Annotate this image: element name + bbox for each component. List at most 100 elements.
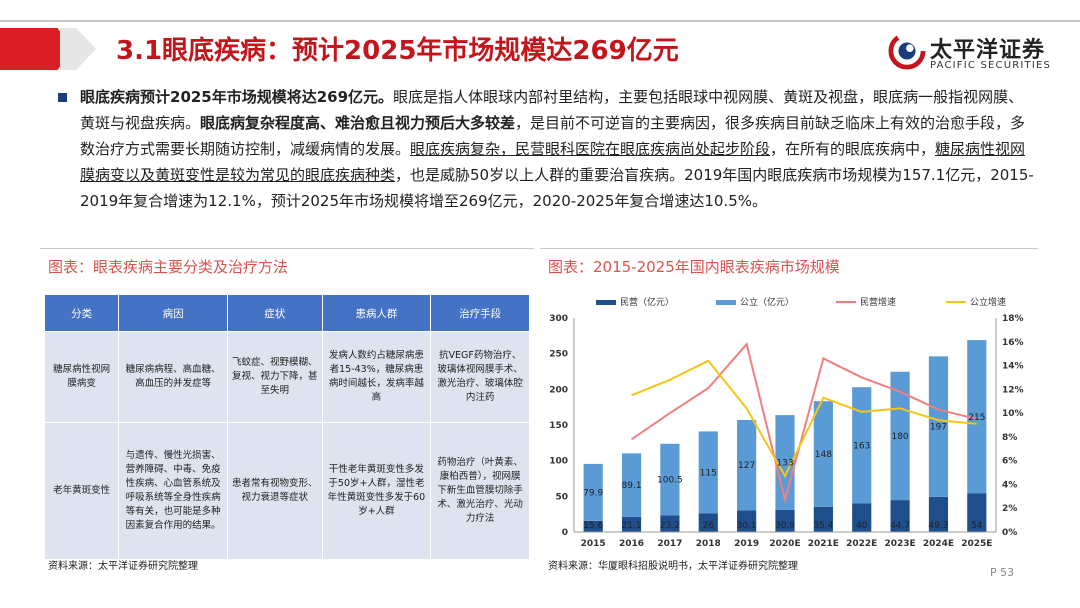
left-tick-label: 200: [549, 385, 568, 395]
left-tick-label: 100: [549, 457, 568, 467]
x-tick-label: 2019: [734, 539, 759, 549]
bar-private: [660, 515, 680, 532]
x-tick-label: 2018: [696, 539, 721, 549]
left-axis: 0 50 100 150 200 250 300: [549, 314, 575, 538]
bar-public: [737, 419, 757, 511]
bar-public: [698, 431, 718, 514]
right-panel-divider: [540, 248, 1038, 249]
right-axis: 0% 2% 4% 6% 8% 10% 12% 14% 16% 18%: [995, 314, 1024, 538]
data-label-private: 21.1: [622, 521, 642, 531]
data-label-private: 15.6: [583, 521, 603, 531]
bar-public: [660, 443, 680, 516]
data-label-private: 35.4: [813, 521, 833, 531]
bullet-square: [58, 93, 67, 102]
bar-private: [775, 509, 795, 532]
bar-public: [967, 340, 987, 494]
chart-legend: 民营（亿元） 公立（亿元） 民营增速 公立增速: [596, 296, 1006, 308]
right-tick-label: 6%: [1002, 457, 1017, 467]
bar-public: [775, 415, 795, 510]
line-group: [630, 342, 978, 504]
left-panel-divider: [40, 248, 534, 249]
data-label-public: 133: [776, 459, 793, 469]
data-label-private: 26: [703, 521, 715, 531]
table-row: 糖尿病性视网膜病变 糖尿病病程、高血糖、高血压的并发症等 飞蚊症、视野模糊、复视…: [43, 331, 530, 423]
para-underline-2: 糖尿病性视网膜病变以及黄斑变性是较为常见的眼底疾病种类: [80, 140, 1026, 184]
table-cell: 与遗传、慢性光损害、营养障碍、中毒、免疫性疾病、心血管系统及呼吸系统等全身性疾病…: [118, 422, 228, 560]
table-cell: 发病人数约占糖尿病患者15-43%，糖尿病患病时间越长，发病率越高: [321, 331, 432, 423]
right-tick-label: 2%: [1002, 504, 1017, 514]
legend-label: 民营（亿元）: [620, 296, 674, 308]
data-label-public: 197: [930, 423, 947, 433]
data-label-private: 30.9: [775, 521, 795, 531]
bar-public: [890, 371, 910, 501]
left-tick-label: 50: [555, 492, 568, 502]
logo-text-cn: 太平洋证券: [930, 38, 1046, 63]
logo-mark-icon: [888, 32, 926, 70]
legend-label: 民营增速: [860, 296, 896, 308]
data-label-private: 49.3: [928, 521, 948, 531]
bar-private: [852, 503, 872, 532]
data-label-public: 127: [738, 461, 755, 471]
right-tick-label: 10%: [1002, 409, 1024, 419]
x-axis: 2015 2016 2017 2018 2019 2020E 2021E 2022E 2023E…: [574, 531, 996, 549]
bar-public: [621, 453, 642, 517]
para-emphasis: 眼底病复杂程度高、难治愈且视力预后大多较差: [200, 114, 516, 132]
right-tick-label: 18%: [1002, 314, 1024, 324]
bar-public: [813, 401, 833, 507]
x-tick-label: 2017: [657, 539, 682, 549]
left-tick-label: 250: [549, 350, 568, 360]
legend-swatch: [596, 300, 616, 305]
data-label-private: 30.1: [737, 521, 757, 531]
right-tick-label: 16%: [1002, 338, 1024, 348]
right-source-note: 资料来源：华厦眼科招股说明书，太平洋证券研究院整理: [548, 561, 798, 572]
right-tick-label: 8%: [1002, 433, 1017, 443]
x-tick-label: 2020E: [769, 539, 800, 549]
bar-private: [737, 510, 757, 532]
page-title: 3.1眼底疾病：预计2025年市场规模达269亿元: [116, 36, 679, 66]
left-tick-label: 150: [549, 421, 568, 431]
data-label-public: 180: [891, 432, 908, 442]
table-cell: 抗VEGF药物治疗、玻璃体视网膜手术、激光治疗、玻璃体腔内注药: [430, 331, 530, 423]
bar-group: [583, 340, 987, 532]
legend-label: 公立增速: [970, 296, 1006, 308]
market-size-chart: 民营（亿元） 公立（亿元） 民营增速 公立增速 050100150200250300 …: [549, 296, 1024, 549]
data-label-public: 148: [815, 450, 832, 460]
left-source-note: 资料来源：太平洋证券研究院整理: [48, 561, 198, 572]
table-cell: 干性老年黄斑变性多发于50岁+人群，湿性老年性黄斑变性多发于60岁+人群: [321, 422, 432, 560]
table-cell: 患者常有视物变形、视力衰退等症状: [227, 422, 323, 560]
data-label-private: 54: [971, 521, 983, 531]
right-tick-label: 14%: [1002, 362, 1024, 372]
data-label-private: 40: [856, 521, 868, 531]
table-header-cell: 治疗手段: [430, 294, 530, 332]
bar-private: [813, 506, 833, 532]
line-public-growth: [631, 359, 977, 479]
table-row: 老年黄斑变性 与遗传、慢性光损害、营养障碍、中毒、免疫性疾病、心血管系统及呼吸系…: [43, 422, 530, 560]
x-tick-label: 2025E: [961, 539, 992, 549]
para-lead: 眼底疾病预计2025年市场规模将达269亿元。: [80, 88, 394, 106]
left-panel-title: 图表：眼表疾病主要分类及治疗方法: [48, 258, 289, 276]
data-label-public: 215: [968, 413, 985, 423]
table-header-cell: 症状: [227, 294, 323, 332]
x-tick-label: 2015: [581, 539, 606, 549]
x-tick-label: 2022E: [846, 539, 877, 549]
body-paragraph: 眼底疾病预计2025年市场规模将达269亿元。眼底是指人体眼球内部衬里结构，主要…: [56, 84, 1036, 214]
data-label-private: 23.2: [660, 521, 680, 531]
bar-private: [583, 520, 603, 532]
bar-public: [852, 387, 872, 504]
table-header-cell: 患病人群: [321, 294, 432, 332]
data-label-private: 44.7: [890, 521, 910, 531]
x-tick-label: 2016: [619, 539, 644, 549]
right-tick-label: 4%: [1002, 480, 1017, 490]
x-tick-label: 2021E: [808, 539, 839, 549]
x-tick-label: 2024E: [923, 539, 954, 549]
para-underline-1: 眼底疾病复杂，民营眼科医院在眼底疾病尚处起步阶段: [410, 140, 771, 158]
bar-private: [967, 493, 987, 532]
bar-public: [583, 463, 603, 521]
bar-private: [890, 500, 910, 532]
page-number: P 53: [990, 566, 1015, 579]
x-tick-label: 2023E: [884, 539, 915, 549]
table-cell: 糖尿病病程、高血糖、高血压的并发症等: [118, 331, 228, 423]
bar-private: [621, 516, 642, 532]
right-tick-label: 12%: [1002, 385, 1024, 395]
right-panel-title: 图表：2015-2025年国内眼表疾病市场规模: [548, 258, 840, 276]
